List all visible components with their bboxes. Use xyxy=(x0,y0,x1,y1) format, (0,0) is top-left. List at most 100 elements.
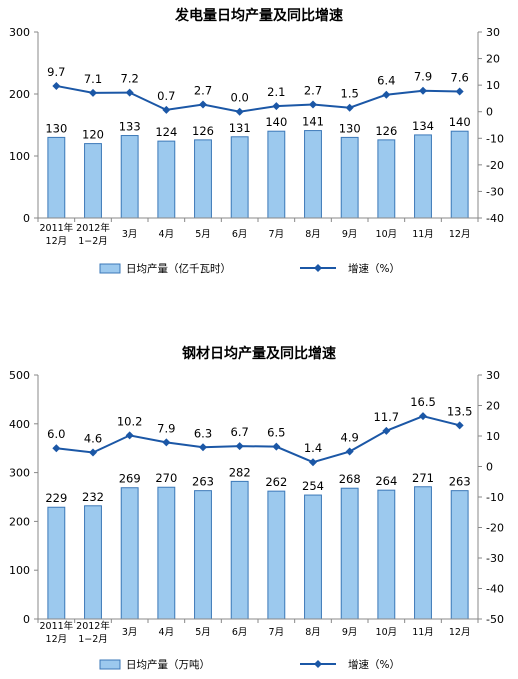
steel-legend: 日均产量（万吨） 增速（%） xyxy=(99,658,400,671)
steel-left-tick-label: 400 xyxy=(9,418,30,431)
power-growth-value-label: 2.1 xyxy=(267,85,285,99)
steel-growth-point xyxy=(419,412,427,421)
steel-bar-value-label: 254 xyxy=(302,479,324,493)
steel-bar xyxy=(450,490,469,620)
steel-growth-point xyxy=(455,421,464,430)
steel-bar xyxy=(194,490,212,620)
power-right-tick-label: -40 xyxy=(486,212,504,225)
steel-bar-value-label: 263 xyxy=(192,475,214,489)
power-chart-title: 发电量日均产量及同比增速 xyxy=(174,7,343,24)
power-growth-point xyxy=(309,100,317,109)
power-legend: 日均产量（亿千瓦时） 增速（%） xyxy=(99,262,400,275)
power-legend-bar-label: 日均产量（亿千瓦时） xyxy=(126,262,231,275)
steel-bar xyxy=(267,490,286,620)
power-bar xyxy=(230,136,249,219)
steel-bar xyxy=(120,487,139,620)
steel-bar-value-label: 269 xyxy=(119,472,141,486)
power-growth-point xyxy=(89,88,97,97)
power-bar-value-label: 133 xyxy=(119,120,141,134)
power-bar xyxy=(377,139,396,219)
steel-legend-bar-label: 日均产量（万吨） xyxy=(126,658,210,671)
steel-chart-title: 钢材日均产量及同比增速 xyxy=(182,345,336,362)
steel-right-tick-label: 30 xyxy=(486,369,500,382)
steel-growth-value-label: 6.0 xyxy=(47,427,65,441)
power-bar xyxy=(47,136,66,219)
power-left-tick-label: 100 xyxy=(9,150,30,163)
power-bar xyxy=(120,135,139,219)
steel-bar xyxy=(47,506,66,620)
power-bar xyxy=(84,143,102,219)
power-growth-value-label: 7.6 xyxy=(451,71,469,85)
power-left-tick-label: 200 xyxy=(9,88,30,101)
steel-bar xyxy=(84,505,102,620)
power-chart: 发电量日均产量及同比增速 0 100 200 300 30 20 10 0 -10 -20 -30 -4… xyxy=(0,0,518,300)
power-right-tick-label: -30 xyxy=(486,185,504,198)
steel-right-tick-label: -10 xyxy=(486,491,504,504)
power-growth-value-label: 0.7 xyxy=(157,89,175,103)
steel-bar-value-label: 271 xyxy=(412,471,434,485)
power-right-tick-label: 30 xyxy=(486,26,500,39)
steel-growth-point xyxy=(52,444,61,453)
steel-category-label: 12月 xyxy=(46,634,68,645)
steel-left-tick-label: 200 xyxy=(9,515,30,528)
steel-bar xyxy=(340,487,359,620)
steel-growth-point xyxy=(162,438,171,447)
power-growth-point xyxy=(52,81,61,90)
power-category-label: 10月 xyxy=(376,229,398,240)
steel-growth-value-label: 6.3 xyxy=(194,426,212,440)
power-growth-point xyxy=(235,107,244,116)
steel-bar-value-label: 262 xyxy=(265,475,287,489)
power-growth-value-label: 7.9 xyxy=(414,70,432,84)
power-category-label: 2012年 xyxy=(76,222,110,234)
power-bar xyxy=(157,140,176,219)
steel-bar xyxy=(377,489,396,620)
power-bar-value-label: 131 xyxy=(229,121,251,135)
steel-growth-line xyxy=(56,415,460,464)
steel-bar-value-label: 270 xyxy=(155,471,177,485)
power-growth-value-label: 6.4 xyxy=(377,74,395,88)
steel-right-tick-label: 20 xyxy=(486,400,500,413)
power-growth-point xyxy=(125,88,134,97)
power-growth-value-label: 9.7 xyxy=(47,65,65,79)
steel-growth-value-label: 11.7 xyxy=(374,410,400,424)
steel-growth-value-label: 4.6 xyxy=(84,431,102,445)
steel-bar xyxy=(414,486,432,620)
steel-category-label: 11月 xyxy=(412,627,434,638)
power-bar-value-label: 134 xyxy=(412,119,434,133)
steel-right-tick-label: -30 xyxy=(486,552,504,565)
steel-growth-point xyxy=(199,443,207,452)
steel-category-label: 5月 xyxy=(195,627,211,638)
steel-category-label: 4月 xyxy=(159,627,175,638)
power-bar xyxy=(414,134,432,219)
steel-growth-value-label: 13.5 xyxy=(447,404,473,418)
power-bar-value-label: 140 xyxy=(265,115,287,129)
power-bar-value-label: 126 xyxy=(375,124,397,138)
steel-bar-value-label: 282 xyxy=(229,465,251,479)
steel-growth-value-label: 4.9 xyxy=(341,431,359,445)
steel-bar-value-label: 264 xyxy=(375,474,397,488)
power-bar-value-label: 140 xyxy=(449,115,471,129)
power-bar-value-label: 126 xyxy=(192,124,214,138)
power-category-label: 1−2月 xyxy=(78,236,108,247)
power-growth-value-label: 2.7 xyxy=(194,84,212,98)
steel-bar xyxy=(304,494,322,620)
power-bar-value-label: 130 xyxy=(45,121,67,135)
steel-left-tick-label: 300 xyxy=(9,467,30,480)
power-growth-value-label: 7.1 xyxy=(84,72,102,86)
steel-category-label: 6月 xyxy=(232,627,248,638)
steel-legend-line-label: 增速（%） xyxy=(348,658,400,671)
steel-category-label: 3月 xyxy=(122,627,138,638)
power-category-label: 7月 xyxy=(269,229,285,240)
steel-growth-point xyxy=(125,431,134,440)
power-bars xyxy=(47,130,469,219)
steel-growth-point xyxy=(345,447,354,456)
steel-bar xyxy=(230,480,249,620)
power-growth-value-label: 1.5 xyxy=(341,87,359,101)
power-bar-value-label: 141 xyxy=(302,115,324,129)
power-growth-point xyxy=(199,100,207,109)
power-right-tick-label: 0 xyxy=(486,106,493,119)
power-legend-line-marker xyxy=(314,264,322,272)
steel-growth-value-label: 6.5 xyxy=(267,426,285,440)
